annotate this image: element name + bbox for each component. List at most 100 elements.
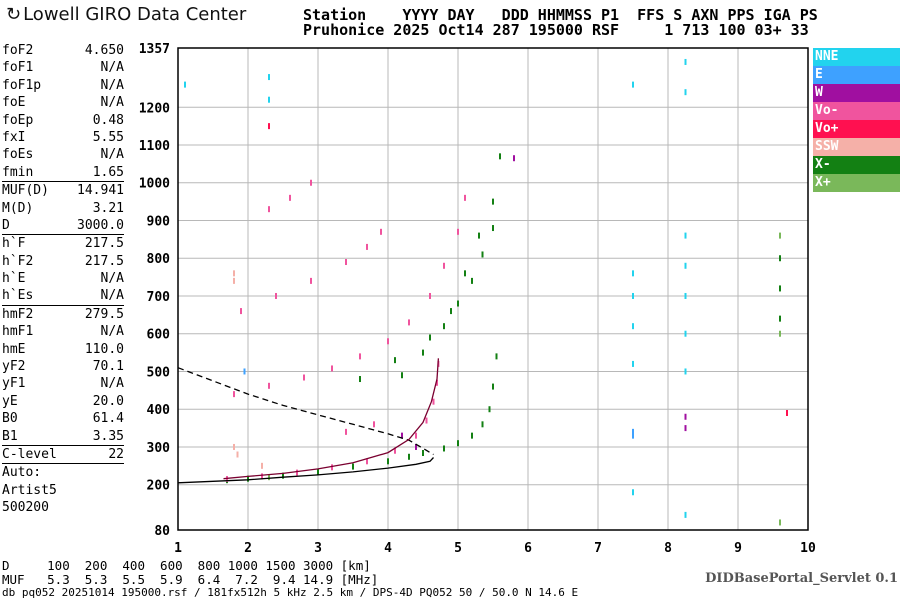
- param-row-hmF2: hmF2 279.5: [2, 306, 124, 323]
- legend: NNE E W Vo- Vo+ SSW X- X+: [813, 48, 900, 192]
- data-point: [471, 277, 473, 284]
- data-point: [684, 330, 687, 337]
- data-point: [366, 458, 368, 465]
- auto-line: 500200: [2, 500, 49, 516]
- header-line-1: Station YYYY DAY DDD HHMMSS P1 FFS S AXN…: [303, 6, 818, 24]
- param-name: B0: [2, 411, 18, 427]
- data-point: [779, 232, 781, 239]
- data-point: [247, 475, 249, 482]
- data-point: [457, 228, 459, 235]
- data-point: [415, 432, 417, 439]
- param-separator: [2, 234, 124, 236]
- footer-source: db pq052 20251014 195000.rsf / 181fx512h…: [2, 586, 579, 599]
- param-separator: [2, 304, 124, 306]
- param-row-foEp: foEp 0.48: [2, 112, 124, 129]
- data-point: [464, 270, 466, 277]
- data-point: [684, 262, 687, 269]
- data-point: [488, 406, 491, 413]
- y-tick-label: 400: [147, 403, 171, 418]
- data-point: [457, 440, 459, 447]
- data-point: [240, 308, 242, 315]
- param-row-foF1: foF1 N/A: [2, 59, 124, 76]
- data-point: [443, 323, 445, 330]
- data-point: [408, 319, 410, 326]
- data-point: [632, 292, 634, 299]
- data-point: [359, 353, 361, 360]
- data-point: [310, 277, 312, 284]
- param-name: foF1p: [2, 77, 42, 93]
- param-row-hmE: hmE 110.0: [2, 341, 124, 358]
- param-name: fmin: [2, 164, 34, 180]
- param-row-yE: yE 20.0: [2, 393, 124, 410]
- legend-item-w: W: [813, 84, 900, 102]
- param-value: 110.0: [84, 341, 124, 357]
- data-point: [684, 511, 687, 518]
- data-point: [394, 447, 396, 454]
- param-name: fxI: [2, 129, 26, 145]
- data-point: [387, 458, 389, 465]
- data-point: [289, 194, 291, 201]
- data-point: [226, 476, 228, 483]
- param-name: B1: [2, 428, 18, 444]
- param-value: N/A: [100, 95, 124, 111]
- data-point: [492, 225, 494, 232]
- data-point: [243, 368, 246, 375]
- param-row-hF: h`F 217.5: [2, 235, 124, 252]
- param-row-md: M(D) 3.21: [2, 200, 124, 217]
- brand-title: Lowell GIRO Data Center: [23, 4, 247, 25]
- data-point: [464, 194, 466, 201]
- param-name: h`F2: [2, 253, 34, 269]
- data-point: [632, 428, 634, 435]
- param-name: yE: [2, 393, 18, 409]
- param-row-B1: B1 3.35: [2, 428, 124, 445]
- cycle-arrow-icon: ↻: [6, 4, 22, 25]
- data-point: [236, 451, 239, 458]
- param-row-yF2: yF2 70.1: [2, 358, 124, 375]
- data-point: [233, 270, 235, 277]
- param-row-hE: h`E N/A: [2, 270, 124, 287]
- data-point: [632, 360, 634, 367]
- plot-area: [178, 48, 808, 530]
- auto-line: Artist5: [2, 482, 57, 498]
- data-point: [233, 443, 235, 450]
- data-point: [282, 472, 284, 479]
- data-point: [268, 123, 270, 130]
- param-row-foE: foE N/A: [2, 94, 124, 111]
- x-tick-label: 4: [384, 541, 392, 556]
- param-row-mufd: MUF(D) 14.941: [2, 182, 124, 199]
- data-point: [233, 277, 235, 284]
- data-point: [684, 413, 687, 420]
- x-tick-label: 9: [734, 541, 742, 556]
- y-tick-label: 300: [147, 441, 171, 456]
- param-name: M(D): [2, 200, 34, 216]
- data-point: [345, 428, 347, 435]
- y-tick-label: 1357: [139, 42, 170, 57]
- data-point: [684, 58, 687, 65]
- param-value: 14.941: [77, 183, 124, 199]
- param-row-fxI: fxI 5.55: [2, 129, 124, 146]
- data-point: [373, 421, 375, 428]
- data-point: [387, 338, 389, 345]
- data-point: [684, 232, 687, 239]
- y-tick-label: 800: [147, 252, 171, 267]
- data-point: [684, 425, 687, 432]
- data-point: [394, 357, 396, 364]
- servlet-label: DIDBasePortal_Servlet 0.1: [705, 571, 898, 586]
- param-name: hmF2: [2, 306, 34, 322]
- brand: ↻ Lowell GIRO Data Center: [6, 4, 246, 25]
- data-point: [268, 96, 270, 103]
- curve-trace-maroon: [223, 358, 440, 480]
- y-tick-label: 900: [147, 214, 171, 229]
- y-tick-label: 700: [147, 290, 171, 305]
- param-row-foF2: foF2 4.650: [2, 42, 124, 59]
- param-value: 279.5: [84, 306, 124, 322]
- parameter-panel: foF2 4.650 foF1 N/A foF1p N/A foE N/A foEp 0.…: [2, 42, 124, 517]
- param-name: hmF1: [2, 324, 34, 340]
- data-point: [632, 270, 634, 277]
- data-point: [632, 489, 634, 496]
- footer-muf-row: MUF 5.3 5.3 5.5 5.9 6.4 7.2 9.4 14.9 [MH…: [2, 572, 379, 587]
- param-value: 217.5: [84, 253, 124, 269]
- data-point: [425, 417, 428, 424]
- param-value: 4.650: [84, 43, 124, 58]
- auto-label: Auto:: [2, 464, 124, 481]
